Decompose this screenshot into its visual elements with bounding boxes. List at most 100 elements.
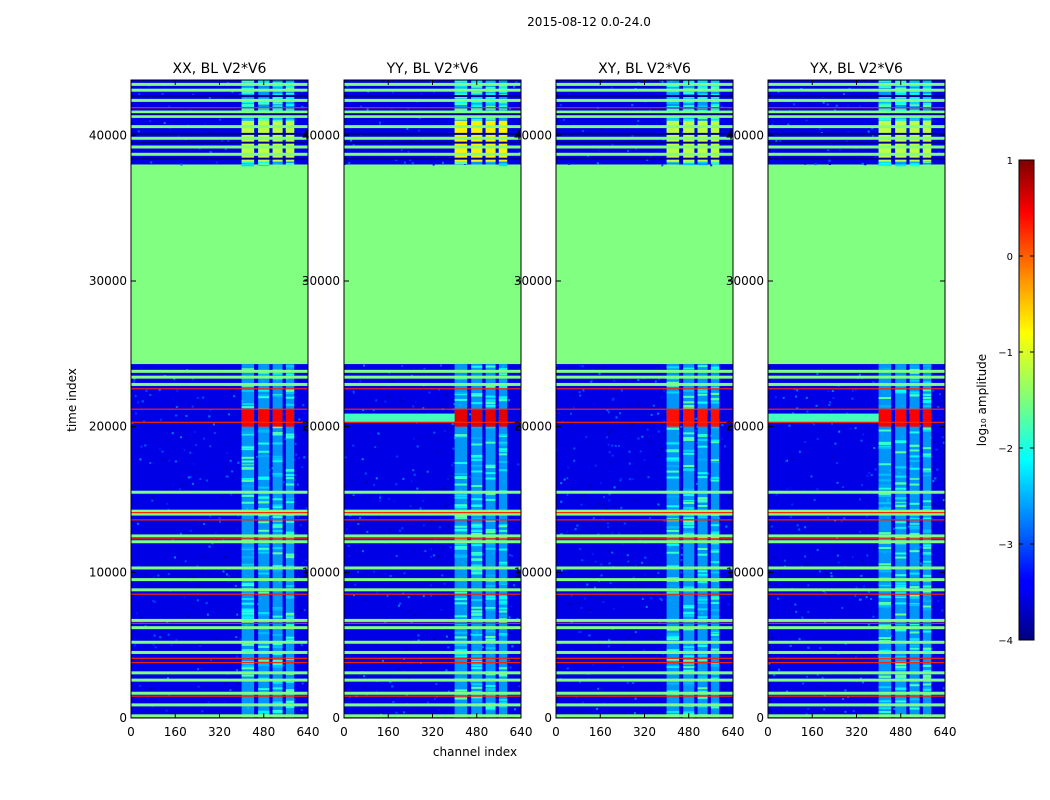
noise-pixel (835, 104, 838, 107)
noise-pixel (569, 603, 572, 606)
channel-stripe (285, 501, 295, 504)
noise-pixel (395, 711, 398, 714)
noise-pixel (189, 149, 192, 152)
channel-stripe (258, 572, 270, 575)
channel-stripe (454, 504, 468, 507)
noise-pixel (138, 93, 141, 96)
channel-stripe (710, 549, 720, 552)
noise-pixel (865, 515, 868, 518)
channel-stripe (454, 476, 468, 479)
y-tick-label: 30000 (302, 274, 340, 288)
channel-stripe (922, 688, 932, 691)
noise-pixel (415, 400, 418, 403)
channel-stripe (454, 547, 468, 550)
noise-pixel (580, 606, 583, 609)
noise-pixel (140, 616, 143, 619)
noise-pixel (481, 537, 484, 540)
channel-stripe (895, 475, 907, 478)
channel-stripe (878, 443, 892, 446)
channel-stripe (922, 401, 932, 404)
channel-stripe (272, 442, 283, 445)
channel-stripe (241, 547, 255, 550)
noise-pixel (382, 397, 385, 400)
channel-stripe (454, 93, 468, 96)
channel-stripe (697, 500, 708, 503)
noise-pixel (151, 499, 154, 502)
channel-stripe (697, 86, 708, 89)
y-tick-label: 10000 (302, 565, 340, 579)
channel-stripe (909, 365, 920, 368)
channel-stripe (922, 427, 932, 430)
channel-stripe (683, 117, 695, 120)
noise-pixel (448, 443, 451, 446)
noise-pixel (218, 517, 221, 520)
flagged-row (131, 678, 308, 682)
noise-pixel (937, 403, 940, 406)
noise-pixel (423, 472, 426, 475)
rfi-spot-0 (878, 409, 892, 427)
channel-stripe (683, 531, 695, 534)
noise-pixel (364, 542, 367, 545)
channel-stripe (258, 496, 270, 499)
noise-pixel (293, 479, 296, 482)
noise-pixel (830, 572, 833, 575)
noise-pixel (220, 525, 223, 528)
noise-pixel (637, 403, 640, 406)
channel-stripe (272, 394, 283, 397)
noise-pixel (649, 597, 652, 600)
noise-pixel (224, 556, 227, 559)
noise-pixel (680, 488, 683, 491)
channel-stripe (710, 81, 720, 84)
noise-pixel (151, 599, 154, 602)
channel-stripe (710, 387, 720, 390)
rfi-row (131, 388, 308, 390)
noise-pixel (366, 602, 369, 605)
noise-pixel (494, 530, 497, 533)
noise-pixel (470, 633, 473, 636)
noise-pixel (816, 406, 819, 409)
noise-pixel (216, 412, 219, 415)
noise-pixel (572, 393, 575, 396)
noise-pixel (617, 445, 620, 448)
noise-pixel (696, 441, 699, 444)
channel-stripe (878, 80, 892, 83)
flagged-row (556, 136, 733, 140)
channel-stripe (471, 544, 483, 547)
noise-pixel (641, 86, 644, 89)
channel-stripe (878, 397, 892, 400)
channel-stripe (285, 373, 295, 376)
noise-pixel (804, 526, 807, 529)
channel-stripe (909, 582, 920, 585)
noise-pixel (509, 631, 512, 634)
noise-pixel (769, 614, 772, 617)
y-tick-label: 20000 (89, 420, 127, 434)
noise-pixel (562, 425, 565, 428)
noise-pixel (418, 117, 421, 120)
channel-stripe (878, 624, 892, 627)
noise-pixel (854, 682, 857, 685)
channel-stripe (285, 96, 295, 99)
noise-pixel (866, 554, 869, 557)
channel-stripe (922, 455, 932, 458)
noise-pixel (444, 407, 447, 410)
noise-pixel (441, 161, 444, 164)
figure-suptitle: 2015-08-12 0.0-24.0 (527, 15, 651, 29)
noise-pixel (798, 426, 801, 429)
noise-pixel (513, 85, 516, 88)
noise-pixel (187, 139, 190, 142)
channel-stripe (683, 160, 695, 163)
noise-pixel (226, 428, 229, 431)
noise-pixel (137, 401, 140, 404)
noise-pixel (805, 562, 808, 565)
flagged-row (131, 136, 308, 140)
noise-pixel (798, 528, 801, 531)
channel-stripe (909, 444, 920, 447)
x-tick-label: 160 (589, 725, 612, 739)
noise-pixel (189, 529, 192, 532)
rfi-row (131, 512, 308, 514)
flagged-row (556, 382, 733, 386)
noise-pixel (437, 554, 440, 557)
channel-stripe (498, 460, 508, 463)
noise-pixel (680, 553, 683, 556)
noise-pixel (445, 669, 448, 672)
